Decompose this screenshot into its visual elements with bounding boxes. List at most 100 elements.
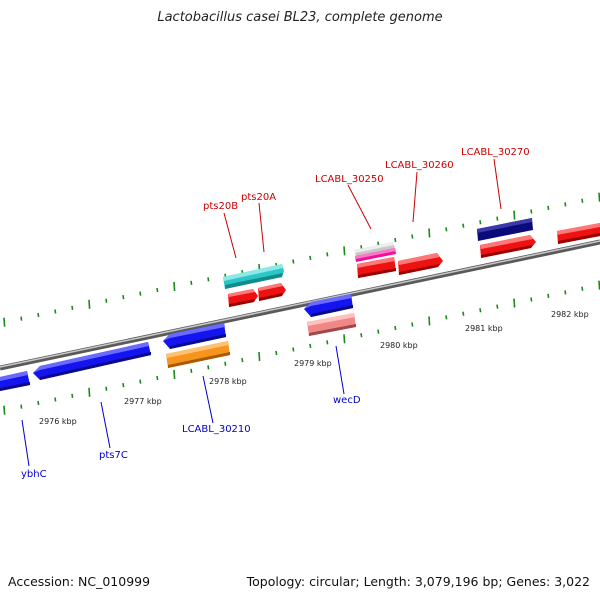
scale-tick	[173, 281, 176, 292]
gene-label-lcabl-30260[interactable]: LCABL_30260	[385, 160, 454, 171]
scale-tick	[122, 383, 125, 388]
gene-label-lcabl-30210[interactable]: LCABL_30210	[182, 424, 251, 435]
scale-tick	[292, 347, 295, 352]
scale-tick	[275, 350, 278, 356]
scale-tick	[513, 210, 516, 220]
genome-backbone	[0, 239, 600, 371]
scale-label: 2977 kbp	[124, 397, 162, 406]
scale-tick	[37, 312, 40, 318]
gene-feature-blue-mid[interactable]	[163, 323, 226, 349]
gene-label-ybhc[interactable]: ybhC	[21, 469, 47, 480]
gene-feature-long-blue[interactable]	[33, 342, 151, 380]
reverse-genes	[0, 294, 356, 391]
gene-feature-pts20a[interactable]	[258, 283, 286, 301]
genome-title: Lactobacillus casei BL23, complete genom…	[157, 10, 443, 25]
gene-label-lcabl-30250[interactable]: LCABL_30250	[315, 174, 384, 185]
scale-tick	[309, 255, 312, 261]
scale-label: 2976 kbp	[39, 417, 77, 426]
gene-label-wecd[interactable]: wecD	[333, 395, 361, 406]
scale-tick	[122, 295, 125, 300]
scale-tick	[479, 220, 482, 225]
scale-tick	[105, 386, 108, 391]
gene-label-pts20b[interactable]: pts20B	[203, 201, 238, 212]
scale-tick	[326, 252, 329, 257]
scale-tick	[326, 340, 329, 345]
scale-tick	[173, 369, 176, 380]
gene-feature-navy[interactable]	[477, 218, 533, 241]
scale-tick	[20, 316, 23, 321]
gene-feature-lcabl-30260[interactable]	[398, 253, 443, 275]
scale-tick	[462, 223, 465, 228]
scale-tick	[71, 393, 74, 398]
scale-tick	[105, 298, 108, 303]
gene-feature-blue-edge[interactable]	[0, 371, 30, 391]
forward-genes	[223, 218, 600, 307]
scale-tick	[394, 237, 397, 243]
scale-tick	[377, 241, 380, 246]
scale-tick	[190, 368, 193, 374]
gene-label-pts20a[interactable]: pts20A	[241, 192, 276, 203]
gene-label-pts7c[interactable]: pts7C	[99, 450, 128, 461]
gene-feature-blue-wecd[interactable]	[304, 294, 353, 317]
scale-tick	[88, 387, 91, 397]
scale-tick	[513, 298, 516, 308]
scale-tick	[71, 305, 74, 310]
scale-tick	[530, 209, 533, 214]
scale-tick	[241, 358, 244, 363]
gene-feature-pts20b[interactable]	[228, 289, 258, 307]
scale-tick	[411, 322, 414, 327]
scale-tick	[343, 246, 346, 256]
scale-tick	[496, 304, 499, 309]
scale-tick	[564, 290, 567, 295]
scale-tick	[3, 405, 6, 415]
scale-tick	[462, 311, 465, 316]
scale-tick	[309, 343, 312, 349]
scale-tick	[54, 397, 57, 402]
scale-tick	[139, 379, 142, 384]
gene-feature-lcabl-30270[interactable]	[480, 235, 536, 258]
scale-label: 2978 kbp	[209, 377, 247, 386]
scale-tick	[530, 297, 533, 302]
scale-tick	[479, 308, 482, 313]
scale-tick	[139, 291, 142, 296]
scale-labels: 2976 kbp 2977 kbp 2978 kbp 2979 kbp 2980…	[39, 310, 589, 426]
scale-tick	[190, 280, 193, 286]
scale-tick	[360, 333, 363, 338]
scale-label: 2981 kbp	[465, 324, 503, 333]
scale-tick	[207, 365, 210, 370]
scale-tick	[20, 404, 23, 409]
scale-label: 2979 kbp	[294, 359, 332, 368]
scale-tick	[258, 352, 261, 362]
reverse-scale-ticks	[3, 280, 600, 415]
scale-tick	[343, 334, 346, 344]
scale-tick	[292, 259, 295, 264]
gene-feature-wecd[interactable]	[307, 313, 356, 336]
forward-scale-ticks	[3, 192, 600, 327]
scale-tick	[428, 316, 431, 326]
gene-feature-lcabl-30210[interactable]	[166, 341, 230, 368]
gene-feature-silver[interactable]	[354, 242, 395, 256]
topology-text: Topology: circular; Length: 3,079,196 bp…	[246, 574, 590, 589]
gene-feature-lcabl-30250[interactable]	[357, 257, 396, 278]
gene-label-lcabl-30270[interactable]: LCABL_30270	[461, 147, 530, 158]
gene-callout-lines	[21, 158, 502, 467]
scale-label: 2980 kbp	[380, 341, 418, 350]
scale-tick	[428, 228, 431, 238]
scale-tick	[547, 293, 550, 299]
scale-tick	[224, 361, 227, 366]
scale-label: 2982 kbp	[551, 310, 589, 319]
gene-labels: pts20B pts20A LCABL_30250 LCABL_30260 LC…	[21, 147, 530, 480]
scale-tick	[156, 375, 159, 381]
scale-tick	[581, 286, 584, 291]
scale-tick	[88, 299, 91, 309]
gene-feature-red-edge[interactable]	[557, 223, 600, 244]
scale-tick	[3, 317, 6, 327]
scale-tick	[547, 205, 550, 211]
scale-tick	[445, 227, 448, 232]
scale-tick	[564, 202, 567, 207]
scale-tick	[496, 216, 499, 221]
gene-feature-cyan[interactable]	[223, 264, 284, 289]
scale-tick	[377, 329, 380, 334]
gene-feature-magenta[interactable]	[355, 248, 396, 262]
